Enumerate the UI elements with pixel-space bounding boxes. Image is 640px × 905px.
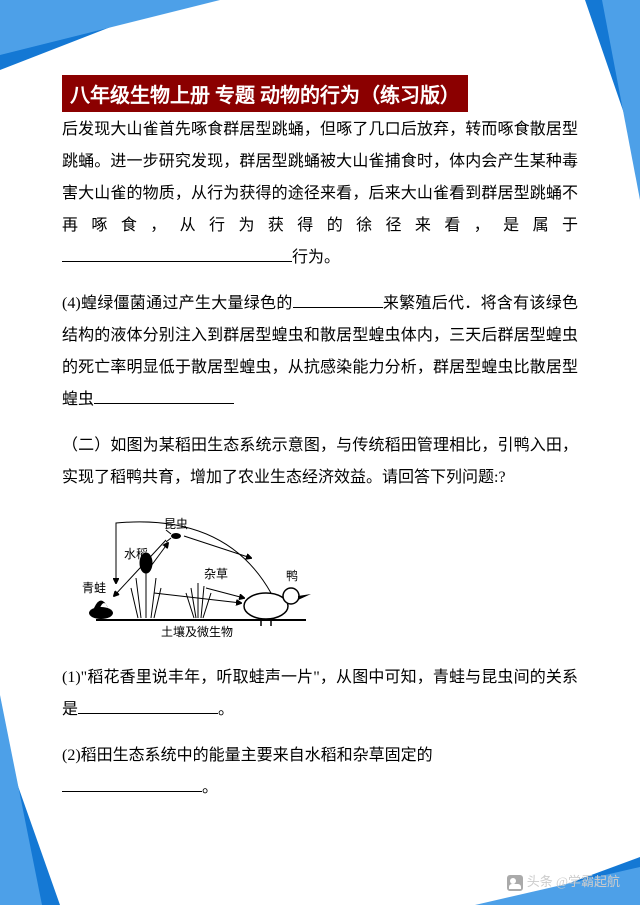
footer-author: @学霸起航 <box>556 874 620 889</box>
ecosystem-diagram: 土壤及微生物 青蛙 水稻 杂草 昆虫 <box>76 508 326 648</box>
corner-top-right <box>585 0 640 160</box>
content-area: 八年级生物上册 专题 动物的行为（练习版） 后发现大山雀首先啄食群居型跳蛹，但啄… <box>62 75 578 855</box>
avatar-icon <box>507 875 523 891</box>
paragraph-1: 后发现大山雀首先啄食群居型跳蛹，但啄了几口后放弃，转而啄食散居型跳蛹。进一步研究… <box>62 114 578 274</box>
label-soil: 土壤及微生物 <box>161 624 233 639</box>
blank-5 <box>62 776 202 792</box>
body-text: 后发现大山雀首先啄食群居型跳蛹，但啄了几口后放弃，转而啄食散居型跳蛹。进一步研究… <box>62 114 578 804</box>
p5-text: (2)稻田生态系统中的能量主要来自水稻和杂草固定的 <box>62 747 433 764</box>
footer-attribution: 头条 @学霸起航 <box>507 871 620 891</box>
footer-prefix: 头条 <box>527 874 553 889</box>
paragraph-3: （二）如图为某稻田生态系统示意图，与传统稻田管理相比，引鸭入田，实现了稻鸭共育，… <box>62 430 578 494</box>
corner-top-left <box>0 0 180 70</box>
paragraph-4: (1)"稻花香里说丰年，听取蛙声一片"，从图中可知，青蛙与昆虫间的关系是。 <box>62 662 578 726</box>
blank-4 <box>78 698 218 714</box>
label-duck: 鸭 <box>286 569 298 583</box>
p1-text-a: 后发现大山雀首先啄食群居型跳蛹，但啄了几口后放弃，转而啄食散居型跳蛹。进一步研究… <box>62 121 578 234</box>
blank-2 <box>293 292 383 308</box>
paragraph-5: (2)稻田生态系统中的能量主要来自水稻和杂草固定的。 <box>62 740 578 804</box>
p4-text-b: 。 <box>218 701 234 718</box>
p5-text-b: 。 <box>202 779 218 796</box>
label-weed: 杂草 <box>204 567 228 581</box>
paragraph-2: (4)蝗绿僵菌通过产生大量绿色的来繁殖后代．将含有该绿色结构的液体分别注入到群居… <box>62 288 578 416</box>
p1-text-b: 行为。 <box>292 249 340 266</box>
blank-1 <box>62 246 292 262</box>
blank-3 <box>94 388 234 404</box>
corner-bottom-left <box>0 735 60 905</box>
label-rice: 水稻 <box>124 547 148 561</box>
page-title: 八年级生物上册 专题 动物的行为（练习版） <box>62 75 468 112</box>
p2-text-a: (4)蝗绿僵菌通过产生大量绿色的 <box>62 295 293 312</box>
label-frog: 青蛙 <box>82 581 106 595</box>
